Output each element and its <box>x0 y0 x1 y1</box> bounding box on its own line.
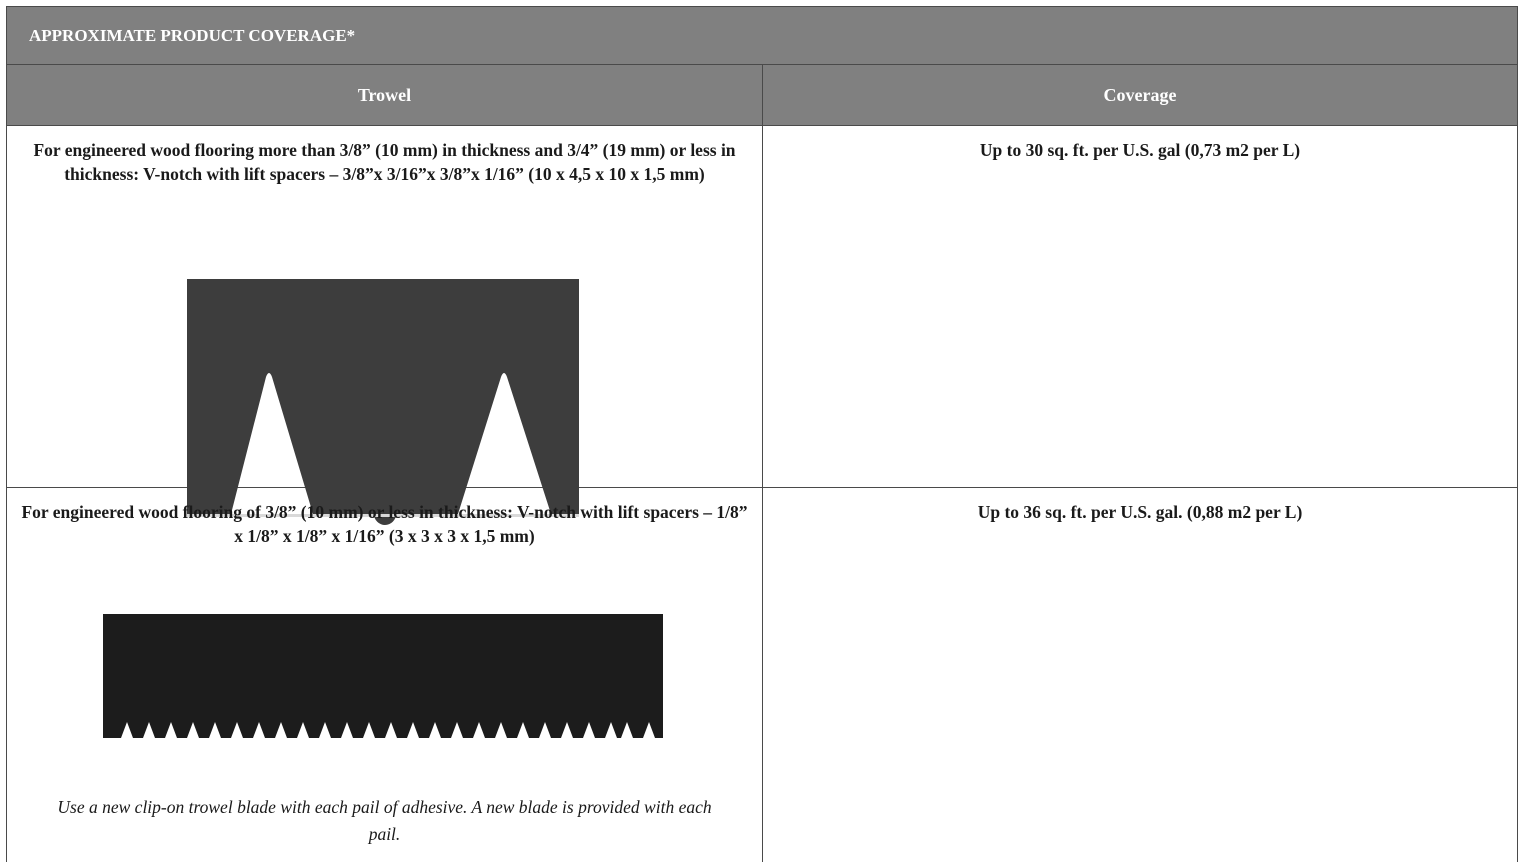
trowel-cell: For engineered wood flooring of 3/8” (10… <box>7 488 763 862</box>
table-row: For engineered wood flooring of 3/8” (10… <box>7 488 1517 862</box>
header-coverage: Coverage <box>1103 84 1177 105</box>
table-header-row: Trowel Coverage <box>7 65 1517 126</box>
table-row: For engineered wood flooring more than 3… <box>7 126 1517 525</box>
trowel-blade-note: Use a new clip-on trowel blade with each… <box>57 797 712 844</box>
coverage-value: Up to 36 sq. ft. per U.S. gal. (0,88 m2 … <box>977 502 1303 522</box>
trowel-blade-shape <box>103 614 663 738</box>
header-trowel: Trowel <box>7 65 763 125</box>
trowel-description: For engineered wood flooring more than 3… <box>33 140 736 184</box>
trowel-description: For engineered wood flooring of 3/8” (10… <box>21 502 748 546</box>
coverage-value: Up to 30 sq. ft. per U.S. gal (0,73 m2 p… <box>979 140 1301 160</box>
coverage-cell: Up to 30 sq. ft. per U.S. gal (0,73 m2 p… <box>763 126 1517 487</box>
trowel-blade-shape <box>187 279 579 525</box>
v-notch-trowel-large-image <box>187 279 579 525</box>
v-notch-trowel-small-image <box>103 614 663 738</box>
coverage-table: APPROXIMATE PRODUCT COVERAGE* Trowel Cov… <box>6 6 1518 862</box>
trowel-cell: For engineered wood flooring more than 3… <box>7 126 763 525</box>
table-title: APPROXIMATE PRODUCT COVERAGE* <box>7 6 1517 65</box>
coverage-cell: Up to 36 sq. ft. per U.S. gal. (0,88 m2 … <box>763 488 1517 862</box>
